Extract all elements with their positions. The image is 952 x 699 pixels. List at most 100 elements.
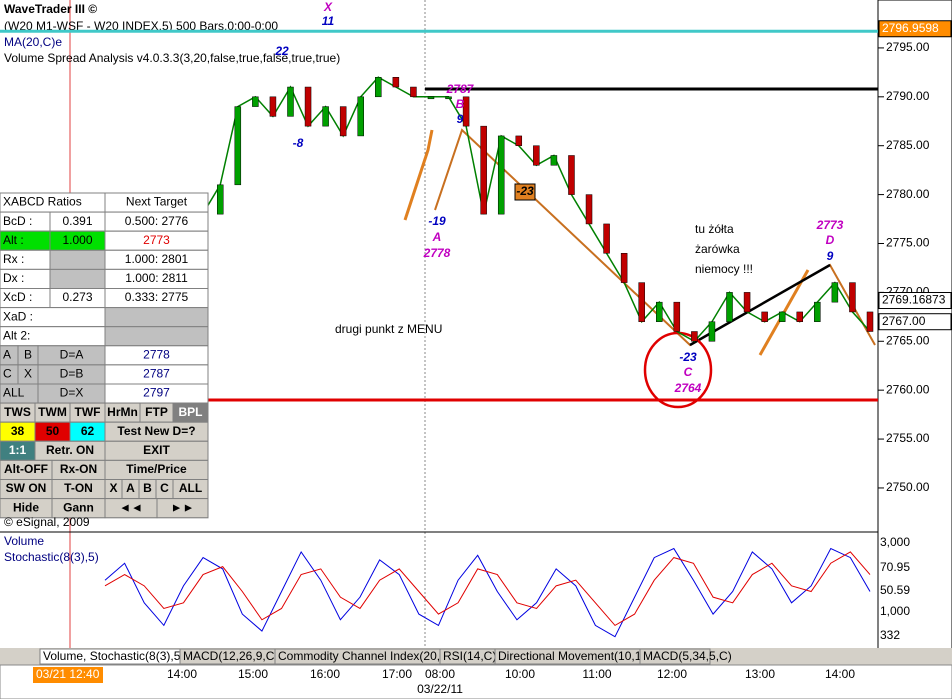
- panel-text: 2773: [143, 233, 170, 247]
- panel-text: XABCD Ratios: [3, 195, 82, 209]
- panel-text: Alt 2:: [3, 328, 30, 342]
- button-label: EXIT: [143, 443, 170, 457]
- candle: [550, 155, 558, 166]
- annotation: 2764: [674, 381, 702, 395]
- price-tag: [878, 313, 952, 331]
- lower-axis-label: 70.95: [880, 560, 910, 574]
- panel-text: Alt :: [3, 233, 24, 247]
- price-tag-label: 2767.00: [882, 314, 926, 328]
- vsa-label: Volume Spread Analysis v4.0.3.3(3,20,fal…: [4, 51, 340, 65]
- candle: [357, 96, 364, 137]
- panel-text: Rx :: [3, 252, 24, 266]
- panel-text: 2778: [143, 348, 170, 362]
- panel-text: XaD :: [3, 309, 33, 323]
- comment: żarówka: [695, 242, 740, 256]
- button-label: Alt-OFF: [4, 462, 48, 476]
- panel-text: B: [24, 348, 32, 362]
- panel-text: D=A: [60, 348, 84, 362]
- candle: [796, 311, 804, 322]
- price-axis-bg: [877, 0, 952, 699]
- button-label: Hide: [13, 500, 39, 514]
- panel-text: XcD :: [3, 290, 32, 304]
- comment: tu żółta: [695, 222, 734, 236]
- pane-title: Stochastic(8(3),5): [4, 550, 99, 564]
- button-label: TWS: [4, 405, 31, 419]
- annotation: -23: [516, 184, 534, 198]
- button-label: T-ON: [64, 481, 93, 495]
- x-tick-label: 16:00: [310, 667, 340, 681]
- panel-text: X: [24, 367, 32, 381]
- x-tick-label: 15:00: [238, 667, 268, 681]
- y-tick-label: 2750.00: [886, 480, 930, 494]
- candle: [761, 311, 768, 322]
- candle: [603, 223, 610, 254]
- panel-text: 2797: [143, 386, 170, 400]
- y-tick-label: 2775.00: [886, 236, 930, 250]
- candle: [234, 106, 242, 186]
- candle: [866, 311, 874, 332]
- button-label: X: [109, 481, 117, 495]
- button-label: ◄◄: [119, 500, 143, 514]
- lower-axis-label: 3,000: [880, 535, 910, 549]
- menu-note: drugi punkt z MENU: [335, 322, 442, 336]
- comment: niemocy !!!: [695, 262, 753, 276]
- lower-axis-label: 1,000: [880, 604, 910, 618]
- annotation: 2773: [816, 218, 844, 232]
- candle: [568, 155, 575, 195]
- annotation: -19: [428, 214, 446, 228]
- button-label: Time/Price: [126, 462, 187, 476]
- candle: [252, 96, 259, 107]
- panel-text: 1.000: 2811: [125, 271, 188, 285]
- panel-text: Next Target: [126, 195, 188, 209]
- y-tick-label: 2795.00: [886, 40, 930, 54]
- x-tick-label: 14:00: [167, 667, 197, 681]
- panel-text: D=B: [60, 367, 84, 381]
- candle: [304, 86, 312, 127]
- panel-text: 1.000: 2801: [125, 252, 189, 266]
- tab-label: Directional Movement(10,14): [498, 649, 652, 663]
- button-label: 1:1: [9, 443, 27, 457]
- stoch-line: [104, 551, 871, 627]
- tab-label: Commodity Channel Index(20,C): [278, 649, 453, 663]
- candle: [480, 125, 487, 215]
- tab-label: MACD(5,34,5,C): [643, 649, 732, 663]
- annotation: D: [826, 233, 835, 247]
- button-label: BPL: [179, 405, 203, 419]
- button-label: 62: [81, 424, 95, 438]
- panel-text: ALL: [3, 386, 25, 400]
- tab-label: MACD(12,26,9,C): [183, 649, 278, 663]
- time-axis-bg: [0, 664, 952, 699]
- annotation: -23: [679, 350, 697, 364]
- button-label: HrMn: [107, 405, 138, 419]
- panel-text: C: [3, 367, 12, 381]
- x-tick-label: 10:00: [505, 667, 535, 681]
- candle: [585, 194, 593, 225]
- tab: [639, 648, 711, 665]
- button-label: TWM: [38, 405, 67, 419]
- candle: [392, 77, 400, 88]
- price-tag-label: 2796.9598: [882, 21, 939, 35]
- candle: [814, 301, 821, 322]
- candle: [778, 311, 786, 322]
- tab-label: Volume, Stochastic(8(3),5): [43, 649, 184, 663]
- y-tick-label: 2760.00: [886, 382, 930, 396]
- button-label: Gann: [63, 500, 94, 514]
- candle: [375, 77, 382, 98]
- candle: [269, 96, 277, 117]
- annotation: -8: [293, 136, 304, 150]
- button-label: TWF: [75, 405, 101, 419]
- candle: [445, 96, 452, 100]
- annotation: 9: [827, 249, 834, 263]
- tab-label: RSI(14,C): [443, 649, 496, 663]
- label-box: [514, 183, 536, 201]
- panel-text: D=X: [60, 386, 84, 400]
- button-label: Test New D=?: [117, 424, 195, 438]
- annotation: C: [684, 365, 693, 379]
- candle: [656, 301, 663, 322]
- annotation: 11: [322, 14, 335, 28]
- button-label: Rx-ON: [60, 462, 97, 476]
- panel-text: Dx :: [3, 271, 24, 285]
- symbol: (W20 M1-WSF - W20 INDEX,5) 500 Bars,0:00…: [4, 19, 278, 33]
- y-tick-label: 2790.00: [886, 89, 930, 103]
